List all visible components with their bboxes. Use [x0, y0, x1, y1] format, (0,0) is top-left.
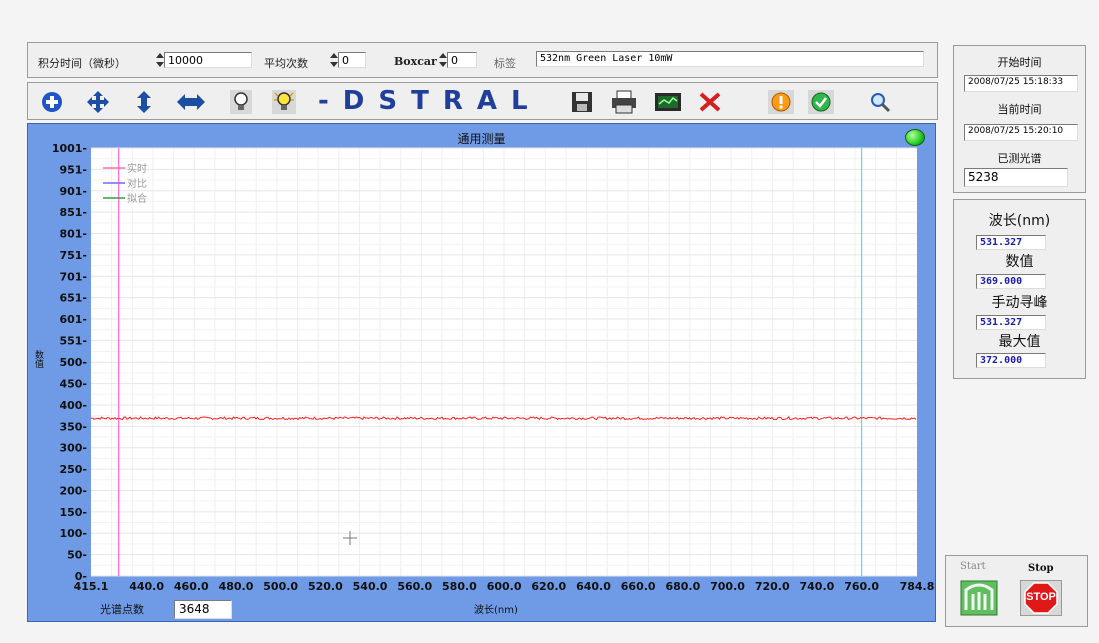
tag-input[interactable]: 532nm Green Laser 10mW [536, 51, 924, 67]
boxcar-spinner[interactable]: 0 [439, 52, 477, 68]
save-icon[interactable] [570, 90, 594, 114]
measured-spectra-label: 已测光谱 [997, 152, 1042, 165]
integration-time-input[interactable]: 10000 [164, 52, 252, 68]
tag-label: 标签 [494, 57, 516, 70]
search-icon[interactable] [868, 90, 892, 114]
info-panel: 开始时间 2008/07/25 15:18:33 当前时间 2008/07/25… [953, 45, 1086, 193]
manual-peak-label: 手动寻峰 [991, 295, 1048, 311]
stop-sign-icon [1024, 582, 1058, 614]
control-panel: Start Stop STOP [945, 555, 1088, 627]
max-value-value: 372.000 [976, 353, 1046, 368]
spectrum-points-label: 光谱点数 [100, 603, 144, 616]
integration-time-label: 积分时间（微秒） [38, 57, 126, 70]
pan-icon[interactable] [86, 90, 110, 114]
measured-spectra-value: 5238 [964, 168, 1068, 187]
delete-icon[interactable] [698, 90, 722, 114]
spectrum-points-field[interactable]: 3648 [174, 600, 232, 619]
y-scale-icon[interactable] [132, 90, 156, 114]
value-value: 369.000 [976, 274, 1046, 289]
start-label: Start [960, 561, 986, 572]
average-count-input[interactable]: 0 [338, 52, 366, 68]
graph-title: 通用测量 [457, 132, 506, 146]
boxcar-label: Boxcar [394, 55, 437, 68]
bulb-on-icon[interactable] [272, 90, 296, 114]
ok-icon[interactable] [808, 90, 834, 114]
integration-time-spinner[interactable]: 10000 [156, 52, 252, 68]
current-time-label: 当前时间 [997, 103, 1042, 116]
wavelength-value: 531.327 [976, 235, 1046, 250]
print-icon[interactable] [610, 90, 638, 114]
spinner-arrows-icon[interactable] [156, 53, 164, 67]
stop-label: Stop [1028, 563, 1054, 574]
spinner-arrows-icon[interactable] [439, 53, 447, 67]
stop-sign-text: STOP [1026, 591, 1056, 603]
graph-panel: 通用测量 数值 波长(nm) 光谱点数 3648 [27, 123, 936, 622]
average-count-spinner[interactable]: 0 [330, 52, 366, 68]
y-axis-label: 数值 [33, 350, 43, 368]
start-time-value: 2008/07/25 15:18:33 [964, 75, 1078, 92]
bulb-off-icon[interactable] [230, 90, 252, 114]
boxcar-input[interactable]: 0 [447, 52, 477, 68]
max-value-label: 最大值 [998, 334, 1041, 350]
warning-icon[interactable] [768, 90, 794, 114]
brand-logo: -DSTRAL [318, 86, 542, 116]
wavelength-label: 波长(nm) [988, 213, 1051, 229]
readout-panel: 波长(nm) 531.327 数值 369.000 手动寻峰 531.327 最… [953, 199, 1086, 379]
x-scale-icon[interactable] [176, 90, 206, 114]
start-button[interactable] [960, 580, 998, 616]
settings-panel: 积分时间（微秒） 10000 平均次数 0 Boxcar 0 标签 532nm … [27, 42, 938, 78]
spinner-arrows-icon[interactable] [330, 53, 338, 67]
start-time-label: 开始时间 [997, 56, 1042, 69]
status-led [905, 129, 925, 146]
stop-button[interactable]: STOP [1020, 580, 1062, 616]
x-axis-label: 波长(nm) [474, 605, 518, 616]
zoom-in-icon[interactable] [40, 90, 64, 114]
current-time-value: 2008/07/25 15:20:10 [964, 124, 1078, 141]
average-count-label: 平均次数 [264, 57, 308, 70]
value-label: 数值 [1005, 254, 1034, 270]
chart-icon[interactable] [654, 90, 682, 114]
manual-peak-value: 531.327 [976, 315, 1046, 330]
